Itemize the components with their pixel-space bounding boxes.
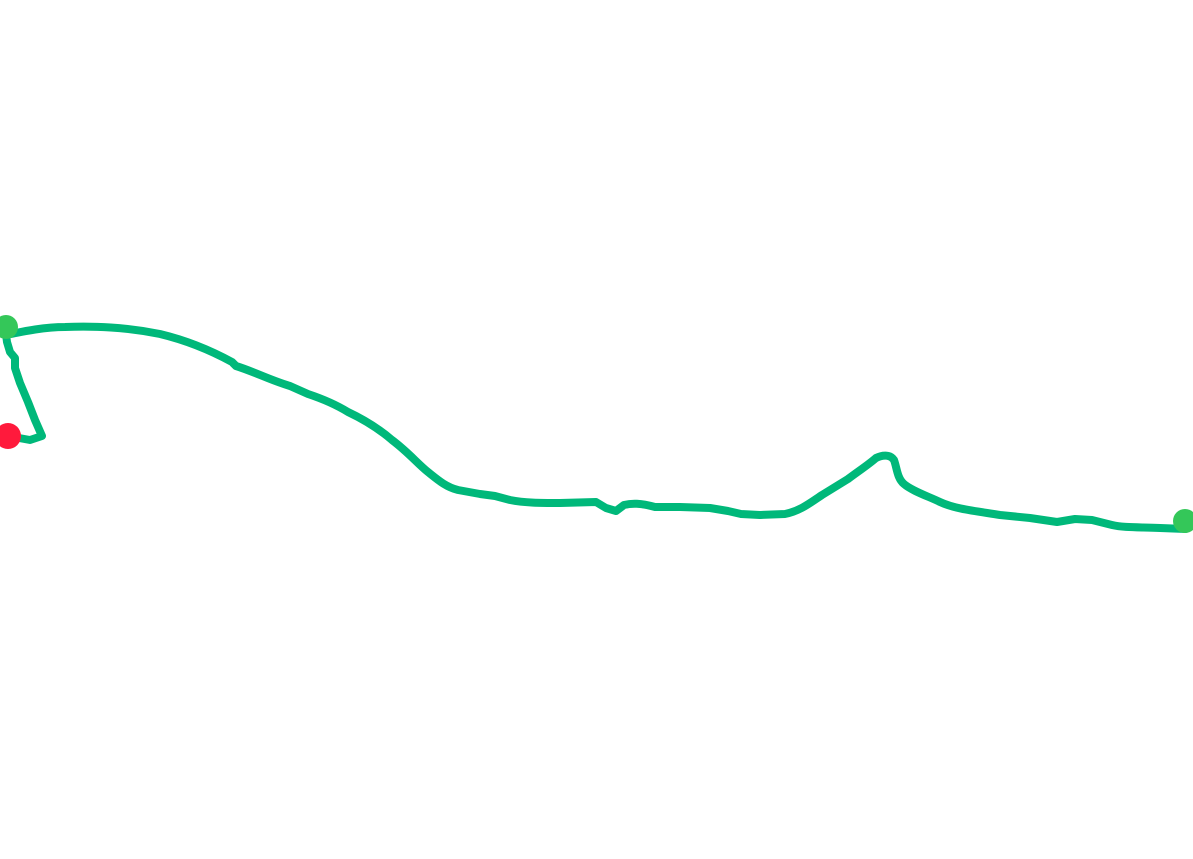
end-marker[interactable] — [0, 423, 21, 449]
route-line — [2, 322, 1190, 533]
waypoint-marker[interactable] — [0, 315, 18, 339]
waypoint-marker[interactable] — [1173, 509, 1193, 533]
